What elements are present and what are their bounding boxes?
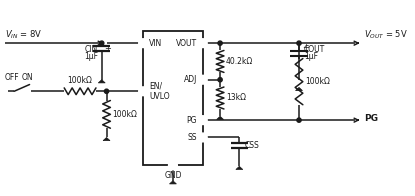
Text: 40.2kΩ: 40.2kΩ	[226, 57, 253, 66]
Text: 100kΩ: 100kΩ	[68, 76, 93, 85]
Text: COUT: COUT	[304, 45, 325, 54]
Text: SS: SS	[188, 133, 197, 142]
Circle shape	[198, 133, 207, 142]
Circle shape	[139, 39, 147, 47]
Circle shape	[297, 118, 301, 122]
Text: 100kΩ: 100kΩ	[305, 77, 330, 86]
Polygon shape	[295, 87, 303, 91]
Text: 100kΩ: 100kΩ	[112, 110, 137, 119]
Circle shape	[218, 41, 222, 45]
Text: $V_{IN}$ = 8V: $V_{IN}$ = 8V	[5, 29, 42, 41]
Text: VIN: VIN	[149, 39, 162, 48]
Circle shape	[105, 89, 109, 93]
Polygon shape	[98, 80, 105, 83]
Text: CIN: CIN	[84, 45, 98, 54]
Text: 1μF: 1μF	[304, 52, 318, 61]
Polygon shape	[103, 137, 110, 141]
Text: PG: PG	[186, 116, 197, 125]
Text: 1μF: 1μF	[84, 52, 98, 61]
Text: 13kΩ: 13kΩ	[226, 93, 246, 103]
Polygon shape	[169, 181, 176, 184]
Polygon shape	[217, 116, 224, 119]
Text: $V_{OUT}$ = 5V: $V_{OUT}$ = 5V	[364, 29, 408, 41]
Circle shape	[168, 161, 177, 170]
Text: VOUT: VOUT	[176, 39, 197, 48]
Text: +: +	[105, 44, 112, 53]
Circle shape	[198, 75, 207, 84]
Text: ON: ON	[22, 73, 34, 82]
Text: GND: GND	[164, 171, 182, 180]
Text: ADJ: ADJ	[183, 75, 197, 84]
Circle shape	[139, 87, 147, 96]
Text: CSS: CSS	[244, 141, 259, 150]
Circle shape	[297, 41, 301, 45]
Polygon shape	[236, 166, 243, 170]
Circle shape	[218, 78, 222, 82]
Text: EN/: EN/	[149, 81, 162, 90]
Text: UVLO: UVLO	[149, 92, 169, 101]
Text: +: +	[302, 44, 309, 53]
Circle shape	[198, 116, 207, 124]
Circle shape	[100, 41, 104, 45]
Circle shape	[198, 39, 207, 47]
Bar	[143, 31, 203, 165]
Text: OFF: OFF	[5, 73, 19, 82]
Text: PG: PG	[364, 114, 378, 123]
